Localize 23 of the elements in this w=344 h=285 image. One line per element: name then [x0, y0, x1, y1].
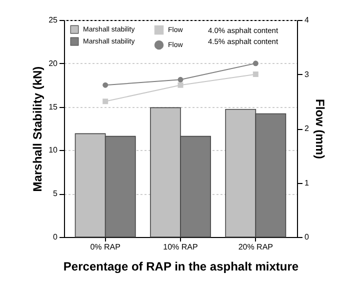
- point: [252, 72, 258, 77]
- point: [178, 76, 184, 82]
- x-axis-title: Percentage of RAP in the asphalt mixture: [63, 260, 299, 274]
- y-tick-label: 5: [53, 189, 58, 198]
- y2-tick-label: 0: [304, 232, 310, 242]
- point: [252, 60, 258, 66]
- y-tick-label: 0: [53, 232, 58, 242]
- y-axis-title: Marshall Stability (kN): [30, 66, 45, 192]
- point: [102, 98, 108, 104]
- y2-axis-title: Flow (mm): [312, 99, 327, 159]
- x-tick-label: 10% RAP: [163, 242, 198, 252]
- y-tick-label: 15: [48, 102, 58, 112]
- x-tick-label: 0% RAP: [90, 242, 120, 252]
- y2-tick-label: 1: [304, 178, 310, 188]
- y2-tick-label: 4: [304, 16, 310, 24]
- y-tick-label: 25: [48, 16, 58, 24]
- y2-tick-label: 2: [304, 124, 310, 133]
- y-tick-label: 10: [48, 146, 58, 155]
- x-tick-label: 20% RAP: [238, 242, 274, 252]
- point: [178, 82, 184, 88]
- y-tick-label: 20: [48, 58, 58, 68]
- point: [102, 82, 108, 88]
- y2-tick-label: 3: [304, 70, 310, 79]
